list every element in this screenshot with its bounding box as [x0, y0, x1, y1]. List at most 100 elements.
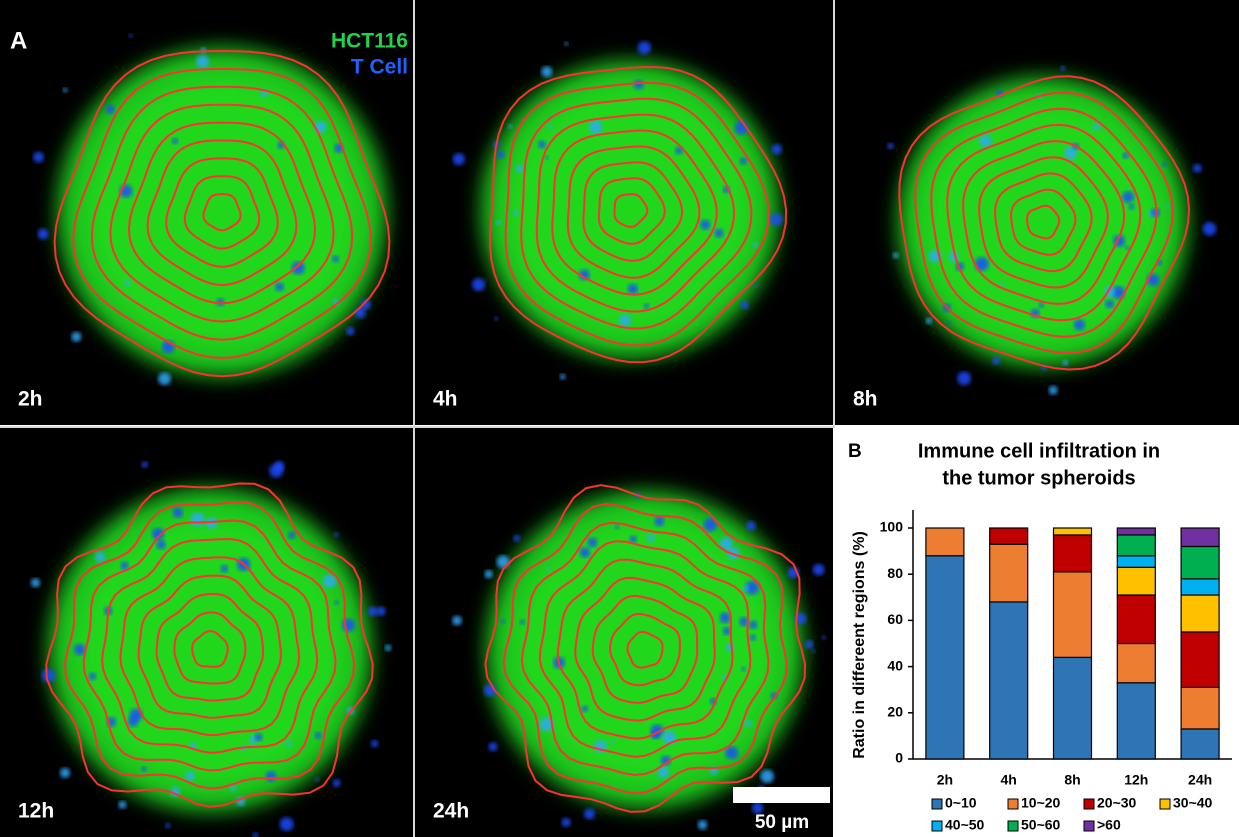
bar-segment: [1116, 594, 1156, 645]
t-cell: [472, 278, 486, 292]
bar-segment: [1052, 527, 1093, 536]
t-cell: [657, 766, 670, 778]
contour: [946, 123, 1142, 322]
bar-segment: [1180, 545, 1220, 580]
bar-segment: [1180, 728, 1220, 760]
t-cell: [1048, 385, 1058, 395]
t-cell: [739, 617, 749, 627]
spheroid-core: [508, 88, 752, 332]
contour: [551, 129, 718, 296]
contour: [978, 156, 1109, 289]
t-cell: [59, 767, 71, 778]
t-cell: [285, 740, 292, 747]
t-cell: [275, 282, 284, 292]
t-cell: [614, 524, 620, 530]
t-cell: [1000, 282, 1005, 287]
t-cell: [190, 512, 205, 527]
contour: [183, 175, 261, 250]
t-cell: [744, 719, 752, 727]
contour: [898, 75, 1191, 371]
t-cell: [165, 823, 171, 829]
t-cell: [360, 299, 371, 310]
t-cell: [314, 731, 322, 739]
t-cell: [1192, 163, 1202, 173]
t-cell: [127, 716, 139, 727]
legend-swatch: [1159, 798, 1171, 810]
contour: [72, 67, 372, 360]
t-cell: [1092, 123, 1100, 131]
contour: [502, 502, 788, 795]
x-tick-label: 12h: [1124, 772, 1148, 788]
y-tick-label: 40: [887, 657, 903, 673]
contour: [64, 500, 356, 790]
y-axis-label: Ratio in differeent regions (%): [851, 531, 868, 759]
bar-segment: [925, 555, 965, 760]
t-cell: [37, 228, 49, 240]
t-cell: [205, 517, 218, 529]
t-cell: [1038, 302, 1045, 308]
y-tick-label: 80: [887, 565, 903, 581]
t-cell: [41, 668, 56, 683]
t-cell: [751, 802, 764, 814]
contour: [82, 519, 337, 772]
contour: [504, 81, 770, 347]
t-cell: [513, 534, 521, 542]
t-cell: [646, 534, 655, 543]
t-cell: [992, 356, 1001, 365]
legend-label: 20~30: [1097, 795, 1137, 811]
contour: [626, 631, 664, 669]
bar-segment: [989, 527, 1029, 545]
contour: [613, 193, 649, 228]
y-tick-label: 20: [887, 704, 903, 720]
t-cell: [62, 87, 68, 93]
t-cell: [769, 213, 783, 226]
bar-segment: [1180, 594, 1220, 633]
t-cell: [158, 372, 171, 386]
t-cell: [739, 157, 747, 165]
t-cell: [979, 134, 992, 148]
t-cell: [1073, 319, 1086, 331]
x-tick-label: 24h: [1188, 772, 1212, 788]
legend-swatch: [931, 798, 943, 810]
bar-segment: [1180, 686, 1220, 730]
contour: [520, 521, 770, 776]
bar-segment: [1116, 642, 1156, 684]
contour: [155, 593, 265, 702]
t-cell: [88, 672, 97, 681]
bar-segment: [1116, 534, 1156, 557]
legend-label: 50~60: [1021, 817, 1061, 833]
t-cell: [171, 137, 179, 145]
legend-swatch: [1083, 820, 1095, 832]
t-cell: [559, 373, 566, 380]
t-cell: [1105, 299, 1114, 309]
legend-label: 10~20: [1021, 795, 1061, 811]
t-cell: [105, 104, 115, 114]
contour: [109, 103, 335, 323]
contour: [1025, 204, 1061, 240]
t-cell: [452, 615, 462, 626]
t-cell: [754, 283, 759, 288]
x-tick-label: 2h: [937, 772, 953, 788]
time-label: 2h: [18, 388, 43, 411]
t-cell: [334, 600, 339, 606]
y-tick-label: 100: [880, 519, 904, 535]
t-cell: [1111, 285, 1125, 299]
t-cell: [484, 569, 493, 579]
t-cell: [760, 769, 774, 784]
bar-segment: [925, 527, 965, 557]
t-cell: [71, 331, 82, 342]
t-cell: [610, 739, 615, 744]
t-cell: [493, 316, 499, 321]
t-cell: [619, 314, 631, 327]
contour: [535, 113, 736, 313]
legend-swatch: [931, 820, 943, 832]
t-cell: [346, 326, 355, 336]
t-cell: [265, 771, 277, 782]
contour: [127, 121, 317, 305]
t-cell: [128, 33, 133, 38]
t-cell: [172, 507, 183, 518]
t-cell: [512, 210, 519, 216]
bar-segment: [1180, 631, 1220, 688]
t-cell: [141, 766, 147, 772]
t-cell: [376, 606, 386, 616]
